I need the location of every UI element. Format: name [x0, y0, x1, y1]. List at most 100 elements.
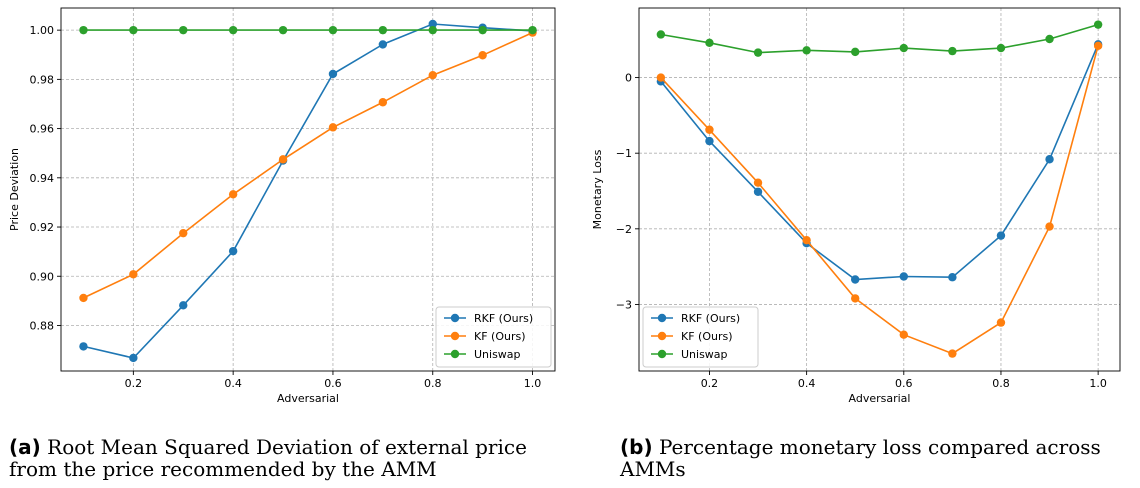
a-point-rkf-1	[129, 353, 138, 363]
b-point-uniswap-9	[1093, 20, 1103, 29]
b-legend-label-rkf: RKF (Ours)	[681, 312, 740, 325]
a-ytick-label-5: 0.98	[30, 73, 55, 86]
a-xlabel: Adversarial	[277, 392, 339, 405]
a-xtick-label-0: 0.2	[125, 377, 143, 390]
b-line-rkf	[660, 43, 1099, 281]
b-point-rkf-5	[899, 272, 908, 281]
a-point-uniswap-8	[478, 25, 487, 35]
b-point-rkf-8	[1045, 155, 1054, 164]
a-ytick-label-0: 0.88	[30, 319, 55, 332]
b-point-kf-3	[802, 235, 811, 245]
caption-b-label: (b)	[620, 435, 653, 459]
a-legend-label-rkf: RKF (Ours)	[474, 312, 533, 325]
a-point-uniswap-6	[378, 25, 388, 35]
a-point-uniswap-2	[179, 25, 188, 35]
a-point-rkf-7	[428, 19, 437, 29]
b-point-uniswap-0	[656, 30, 666, 39]
b-ytick-label-1: −2	[616, 223, 632, 236]
a-point-kf-7	[428, 70, 437, 80]
b-ytick-label-2: −1	[616, 147, 632, 160]
b-point-uniswap-4	[851, 47, 860, 57]
a-legend-marker-rkf	[450, 313, 460, 323]
chart-monetary-loss: 0.2 0.4 0.6 0.8 1.0 −3 −2 −1 0 Adversarial Monetar…	[591, 7, 1121, 405]
a-xtick-label-4: 1.0	[524, 377, 542, 390]
b-point-uniswap-5	[899, 43, 908, 53]
a-point-uniswap-1	[129, 25, 138, 35]
b-legend	[642, 306, 759, 368]
b-legend-marker-rkf	[657, 313, 667, 323]
a-line-kf	[83, 31, 533, 299]
a-ytick-label-3: 0.94	[30, 172, 55, 185]
b-point-uniswap-6	[948, 46, 957, 56]
b-point-kf-9	[1093, 41, 1103, 51]
a-legend-label-kf: KF (Ours)	[474, 330, 526, 343]
a-point-uniswap-7	[428, 25, 437, 35]
a-legend-marker-kf	[450, 331, 460, 341]
b-point-kf-8	[1045, 222, 1054, 231]
a-point-rkf-5	[328, 69, 338, 79]
a-legend	[435, 306, 552, 368]
b-legend-label-kf: KF (Ours)	[681, 330, 733, 343]
b-xtick-label-4: 1.0	[1089, 377, 1107, 390]
b-ytick-label-3: 0	[625, 72, 632, 85]
a-xtick-label-3: 0.8	[424, 377, 442, 390]
a-point-kf-8	[478, 51, 487, 60]
caption-b: (b) Percentage monetary loss compared ac…	[620, 436, 1130, 480]
b-point-uniswap-3	[802, 46, 811, 55]
b-point-kf-7	[996, 318, 1006, 327]
a-point-uniswap-5	[328, 25, 338, 35]
b-point-uniswap-1	[705, 38, 714, 47]
a-ytick-label-1: 0.90	[30, 270, 55, 283]
a-ytick-label-6: 1.00	[30, 24, 55, 37]
b-legend-marker-uniswap	[657, 349, 667, 359]
a-point-kf-5	[328, 123, 338, 132]
b-point-rkf-2	[753, 187, 763, 196]
b-point-rkf-7	[996, 231, 1006, 240]
a-ytick-label-4: 0.96	[30, 123, 55, 136]
b-ylabel: Monetary Loss	[591, 149, 604, 229]
a-point-kf-4	[278, 155, 288, 164]
a-point-uniswap-3	[228, 25, 238, 35]
a-point-rkf-3	[228, 246, 238, 256]
b-point-kf-6	[948, 349, 957, 358]
caption-a: (a) Root Mean Squared Deviation of exter…	[9, 436, 554, 480]
a-line-rkf	[83, 23, 533, 359]
caption-a-label: (a)	[9, 435, 41, 459]
a-xtick-label-1: 0.4	[224, 377, 242, 390]
b-point-kf-1	[705, 125, 714, 134]
b-point-uniswap-7	[996, 43, 1006, 53]
a-point-rkf-0	[79, 342, 88, 351]
a-point-kf-1	[129, 270, 138, 279]
b-line-kf	[660, 45, 1099, 355]
a-ylabel: Price Deviation	[8, 148, 21, 231]
a-point-kf-3	[228, 190, 238, 199]
b-xtick-label-3: 0.8	[992, 377, 1010, 390]
b-point-kf-4	[851, 294, 860, 303]
a-axes-frame	[60, 7, 556, 372]
a-point-rkf-6	[378, 40, 388, 49]
a-point-uniswap-0	[79, 25, 88, 35]
b-point-rkf-1	[705, 136, 714, 146]
a-xtick-label-2: 0.6	[324, 377, 342, 390]
b-point-rkf-4	[851, 275, 860, 284]
a-legend-label-uniswap: Uniswap	[474, 348, 521, 361]
caption-b-text: Percentage monetary loss compared across…	[620, 435, 1101, 481]
b-xtick-label-0: 0.2	[701, 377, 719, 390]
b-point-kf-5	[899, 330, 908, 339]
a-ytick-label-2: 0.92	[30, 221, 55, 234]
b-point-uniswap-2	[753, 48, 763, 57]
b-point-rkf-6	[948, 273, 957, 282]
a-point-rkf-2	[179, 301, 188, 310]
b-point-kf-0	[656, 73, 666, 82]
b-legend-marker-kf	[657, 331, 667, 341]
b-axes-frame	[638, 7, 1121, 372]
a-point-kf-2	[179, 228, 188, 238]
b-ytick-label-0: −3	[616, 298, 632, 311]
a-legend-marker-uniswap	[450, 349, 460, 359]
b-point-uniswap-8	[1045, 34, 1054, 44]
a-point-uniswap-9	[528, 25, 537, 35]
b-line-uniswap	[660, 23, 1099, 54]
caption-a-text: Root Mean Squared Deviation of external …	[9, 435, 527, 481]
b-legend-label-uniswap: Uniswap	[681, 348, 728, 361]
b-point-kf-2	[753, 178, 763, 187]
